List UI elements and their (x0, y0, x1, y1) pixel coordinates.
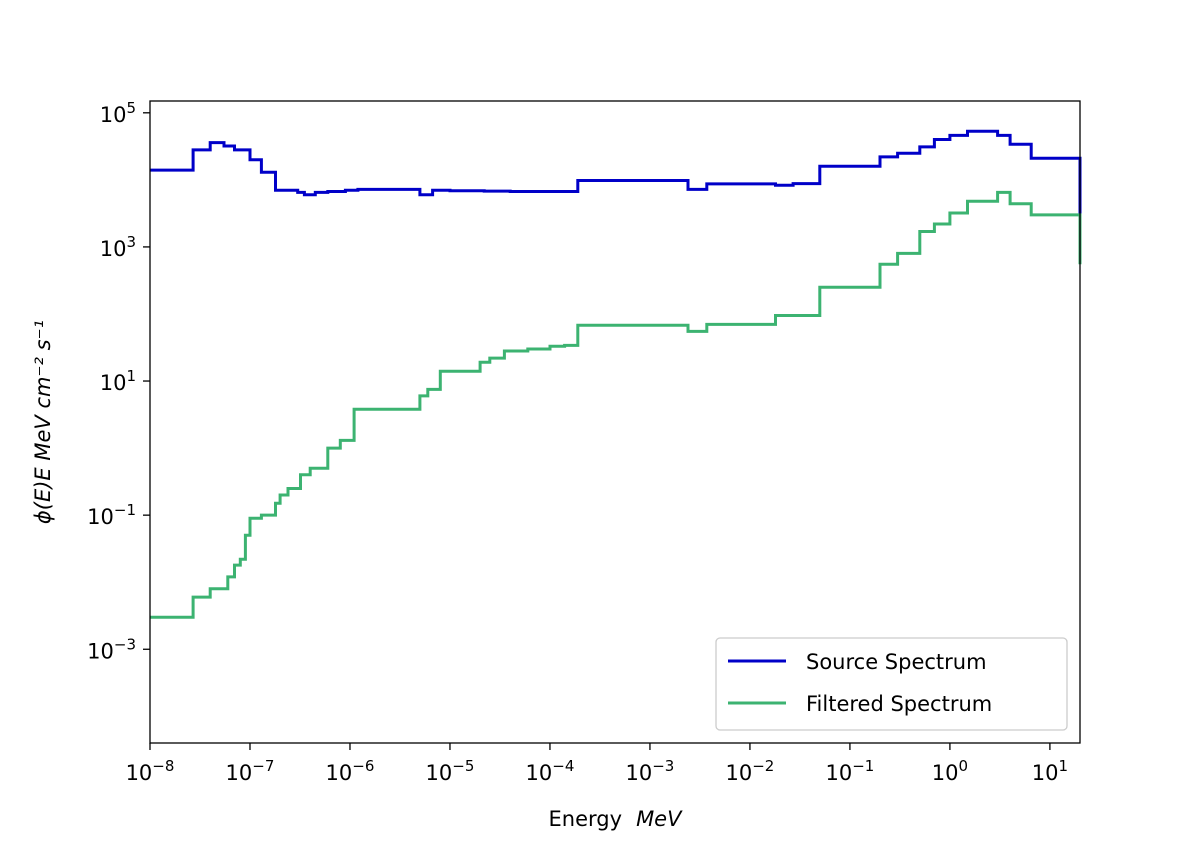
x-tick-label: 10−8 (126, 757, 175, 785)
legend-label-filtered: Filtered Spectrum (806, 692, 992, 716)
x-axis-label: Energy MeV (549, 807, 684, 831)
y-tick-label: 103 (100, 233, 136, 261)
legend-box (715, 637, 1068, 731)
legend-label-source: Source Spectrum (806, 650, 987, 674)
x-tick-label: 10−7 (226, 757, 275, 785)
y-tick-label: 10−3 (87, 635, 136, 663)
x-axis-label-text: Energy (549, 807, 623, 831)
series-line-filtered (150, 190, 1082, 619)
x-tick-label: 10−1 (825, 757, 874, 785)
x-tick-label: 100 (932, 757, 968, 785)
y-tick-label: 10−1 (87, 501, 136, 529)
plot-frame (149, 100, 1081, 744)
y-tick-label: 101 (100, 367, 136, 395)
x-axis-label-unit: MeV (636, 807, 683, 831)
y-axis-label: ϕ(E)E MeV cm⁻² s⁻¹ (31, 320, 55, 524)
y-tick-label: 105 (100, 99, 136, 127)
legend: Source Spectrum Filtered Spectrum (715, 637, 1068, 731)
x-tick-label: 10−6 (326, 757, 375, 785)
x-tick-label: 10−2 (726, 757, 775, 785)
x-tick-label: 10−3 (626, 757, 675, 785)
x-tick-label: 10−5 (426, 757, 475, 785)
y-axis: 10−3 10−1 101 103 105 (87, 99, 150, 663)
x-tick-label: 10−4 (526, 757, 575, 785)
x-tick-label: 101 (1032, 757, 1068, 785)
series-layer (150, 129, 1082, 619)
x-axis: 10−8 10−7 10−6 10−5 10−4 10−3 10−2 10−1 100 101 (126, 743, 1068, 785)
series-line-source (150, 129, 1082, 222)
